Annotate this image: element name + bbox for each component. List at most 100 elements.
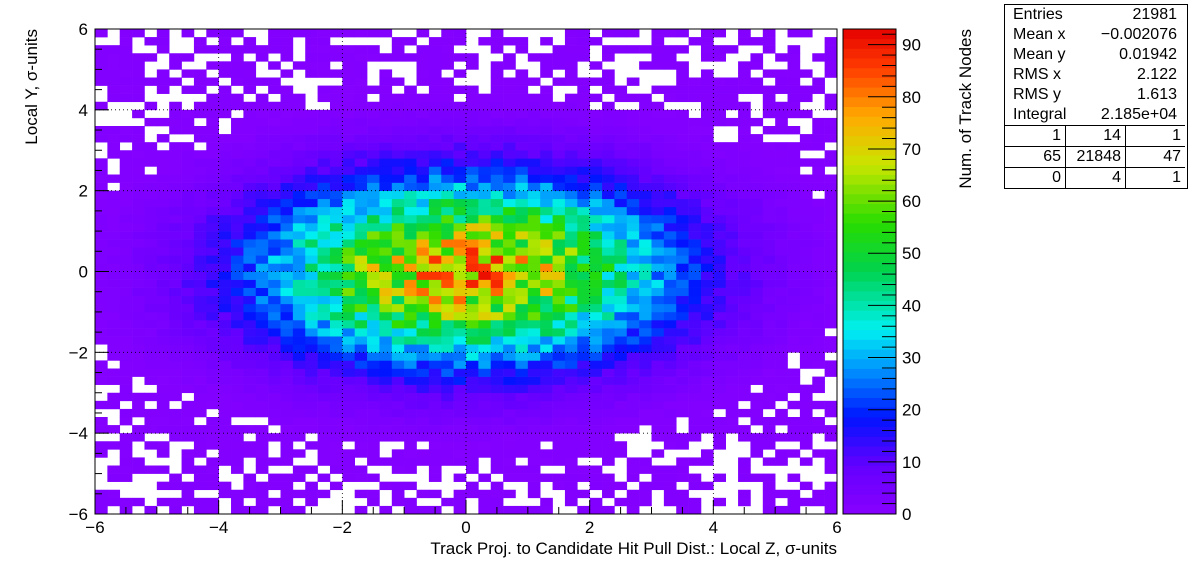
heatmap-cell: [441, 29, 454, 38]
heatmap-cell: [354, 360, 368, 369]
heatmap-cell: [787, 320, 801, 329]
heatmap-cell: [391, 247, 405, 256]
heatmap-cell: [231, 126, 244, 135]
heatmap-cell: [416, 433, 430, 442]
heatmap-cell: [193, 158, 207, 167]
heatmap-cell: [602, 473, 615, 482]
heatmap-cell: [552, 295, 566, 305]
heatmap-cell: [577, 85, 590, 94]
heatmap-cell: [181, 295, 195, 305]
heatmap-cell: [799, 360, 813, 369]
heatmap-cell: [626, 190, 640, 200]
heatmap-cell: [527, 214, 541, 224]
heatmap-cell: [255, 481, 269, 491]
heatmap-cell: [552, 231, 566, 240]
heatmap-cell: [181, 457, 195, 466]
heatmap-cell: [700, 109, 714, 119]
heatmap-cell: [132, 53, 145, 62]
heatmap-cell: [478, 150, 492, 159]
heatmap-cell: [626, 255, 640, 264]
heatmap-cell: [292, 239, 306, 248]
heatmap-cell: [329, 93, 343, 103]
heatmap-cell: [354, 182, 368, 191]
heatmap-cell: [602, 449, 615, 458]
heatmap-cell: [824, 489, 838, 499]
heatmap-cell: [193, 368, 207, 377]
heatmap-cell: [181, 352, 195, 361]
heatmap-cell: [577, 45, 590, 54]
heatmap-cell: [738, 287, 751, 297]
heatmap-cell: [626, 214, 640, 224]
heatmap-cell: [292, 101, 306, 111]
heatmap-cell: [416, 198, 430, 208]
heatmap-cell: [280, 182, 294, 191]
heatmap-cell: [552, 271, 566, 280]
heatmap-cell: [775, 449, 788, 458]
y-tick-label: 0: [79, 263, 88, 282]
heatmap-cell: [700, 368, 714, 377]
heatmap-cell: [280, 271, 294, 280]
heatmap-cell: [193, 505, 207, 515]
heatmap-cell: [354, 505, 368, 515]
heatmap-cell: [663, 408, 677, 418]
heatmap-cell: [280, 239, 294, 248]
heatmap-cell: [379, 320, 393, 329]
heatmap-cell: [503, 271, 516, 280]
heatmap-cell: [268, 344, 281, 353]
heatmap-cell: [391, 465, 405, 474]
heatmap-cell: [255, 384, 269, 394]
heatmap-cell: [206, 320, 219, 329]
heatmap-cell: [169, 198, 182, 208]
heatmap-cell: [503, 368, 516, 377]
heatmap-cell: [824, 117, 838, 127]
heatmap-cell: [231, 214, 244, 224]
heatmap-cell: [305, 142, 318, 151]
heatmap-cell: [478, 263, 492, 272]
heatmap-cell: [156, 255, 170, 264]
heatmap-cell: [206, 336, 219, 345]
stats-label: Mean y: [1013, 46, 1066, 63]
heatmap-cell: [762, 376, 776, 385]
heatmap-cell: [95, 69, 108, 78]
heatmap-cell: [441, 433, 454, 442]
heatmap-cell: [342, 69, 355, 78]
heatmap-cell: [317, 231, 331, 240]
heatmap-cell: [107, 303, 121, 313]
heatmap-cell: [589, 384, 603, 394]
heatmap-cell: [169, 53, 182, 62]
color-scale-step: [843, 368, 896, 379]
heatmap-cell: [527, 328, 541, 337]
heatmap-cell: [404, 117, 417, 127]
heatmap-cell: [181, 320, 195, 329]
heatmap-cell: [713, 29, 726, 38]
heatmap-cell: [329, 392, 343, 402]
heatmap-cell: [812, 223, 825, 232]
heatmap-cell: [676, 352, 689, 361]
heatmap-cell: [404, 497, 417, 507]
heatmap-cell: [206, 255, 219, 264]
heatmap-cell: [354, 400, 368, 410]
heatmap-cell: [231, 142, 244, 151]
heatmap-cell: [391, 134, 405, 143]
heatmap-cell: [602, 166, 615, 175]
heatmap-cell: [688, 206, 702, 216]
color-scale-step: [843, 184, 896, 195]
heatmap-cell: [614, 352, 628, 361]
heatmap-cell: [391, 344, 405, 353]
heatmap-cell: [589, 465, 603, 474]
heatmap-cell: [515, 433, 529, 442]
heatmap-cell: [564, 311, 578, 321]
heatmap-cell: [416, 142, 430, 151]
heatmap-cell: [527, 279, 541, 288]
heatmap-cell: [156, 206, 170, 216]
heatmap-cell: [156, 182, 170, 191]
heatmap-cell: [824, 69, 838, 78]
heatmap-cell: [292, 214, 306, 224]
heatmap-cell: [119, 158, 133, 167]
heatmap-cell: [515, 376, 529, 385]
heatmap-cell: [466, 287, 479, 297]
heatmap-cell: [515, 239, 529, 248]
heatmap-cell: [305, 392, 318, 402]
heatmap-cell: [466, 392, 479, 402]
heatmap-cell: [169, 61, 182, 70]
